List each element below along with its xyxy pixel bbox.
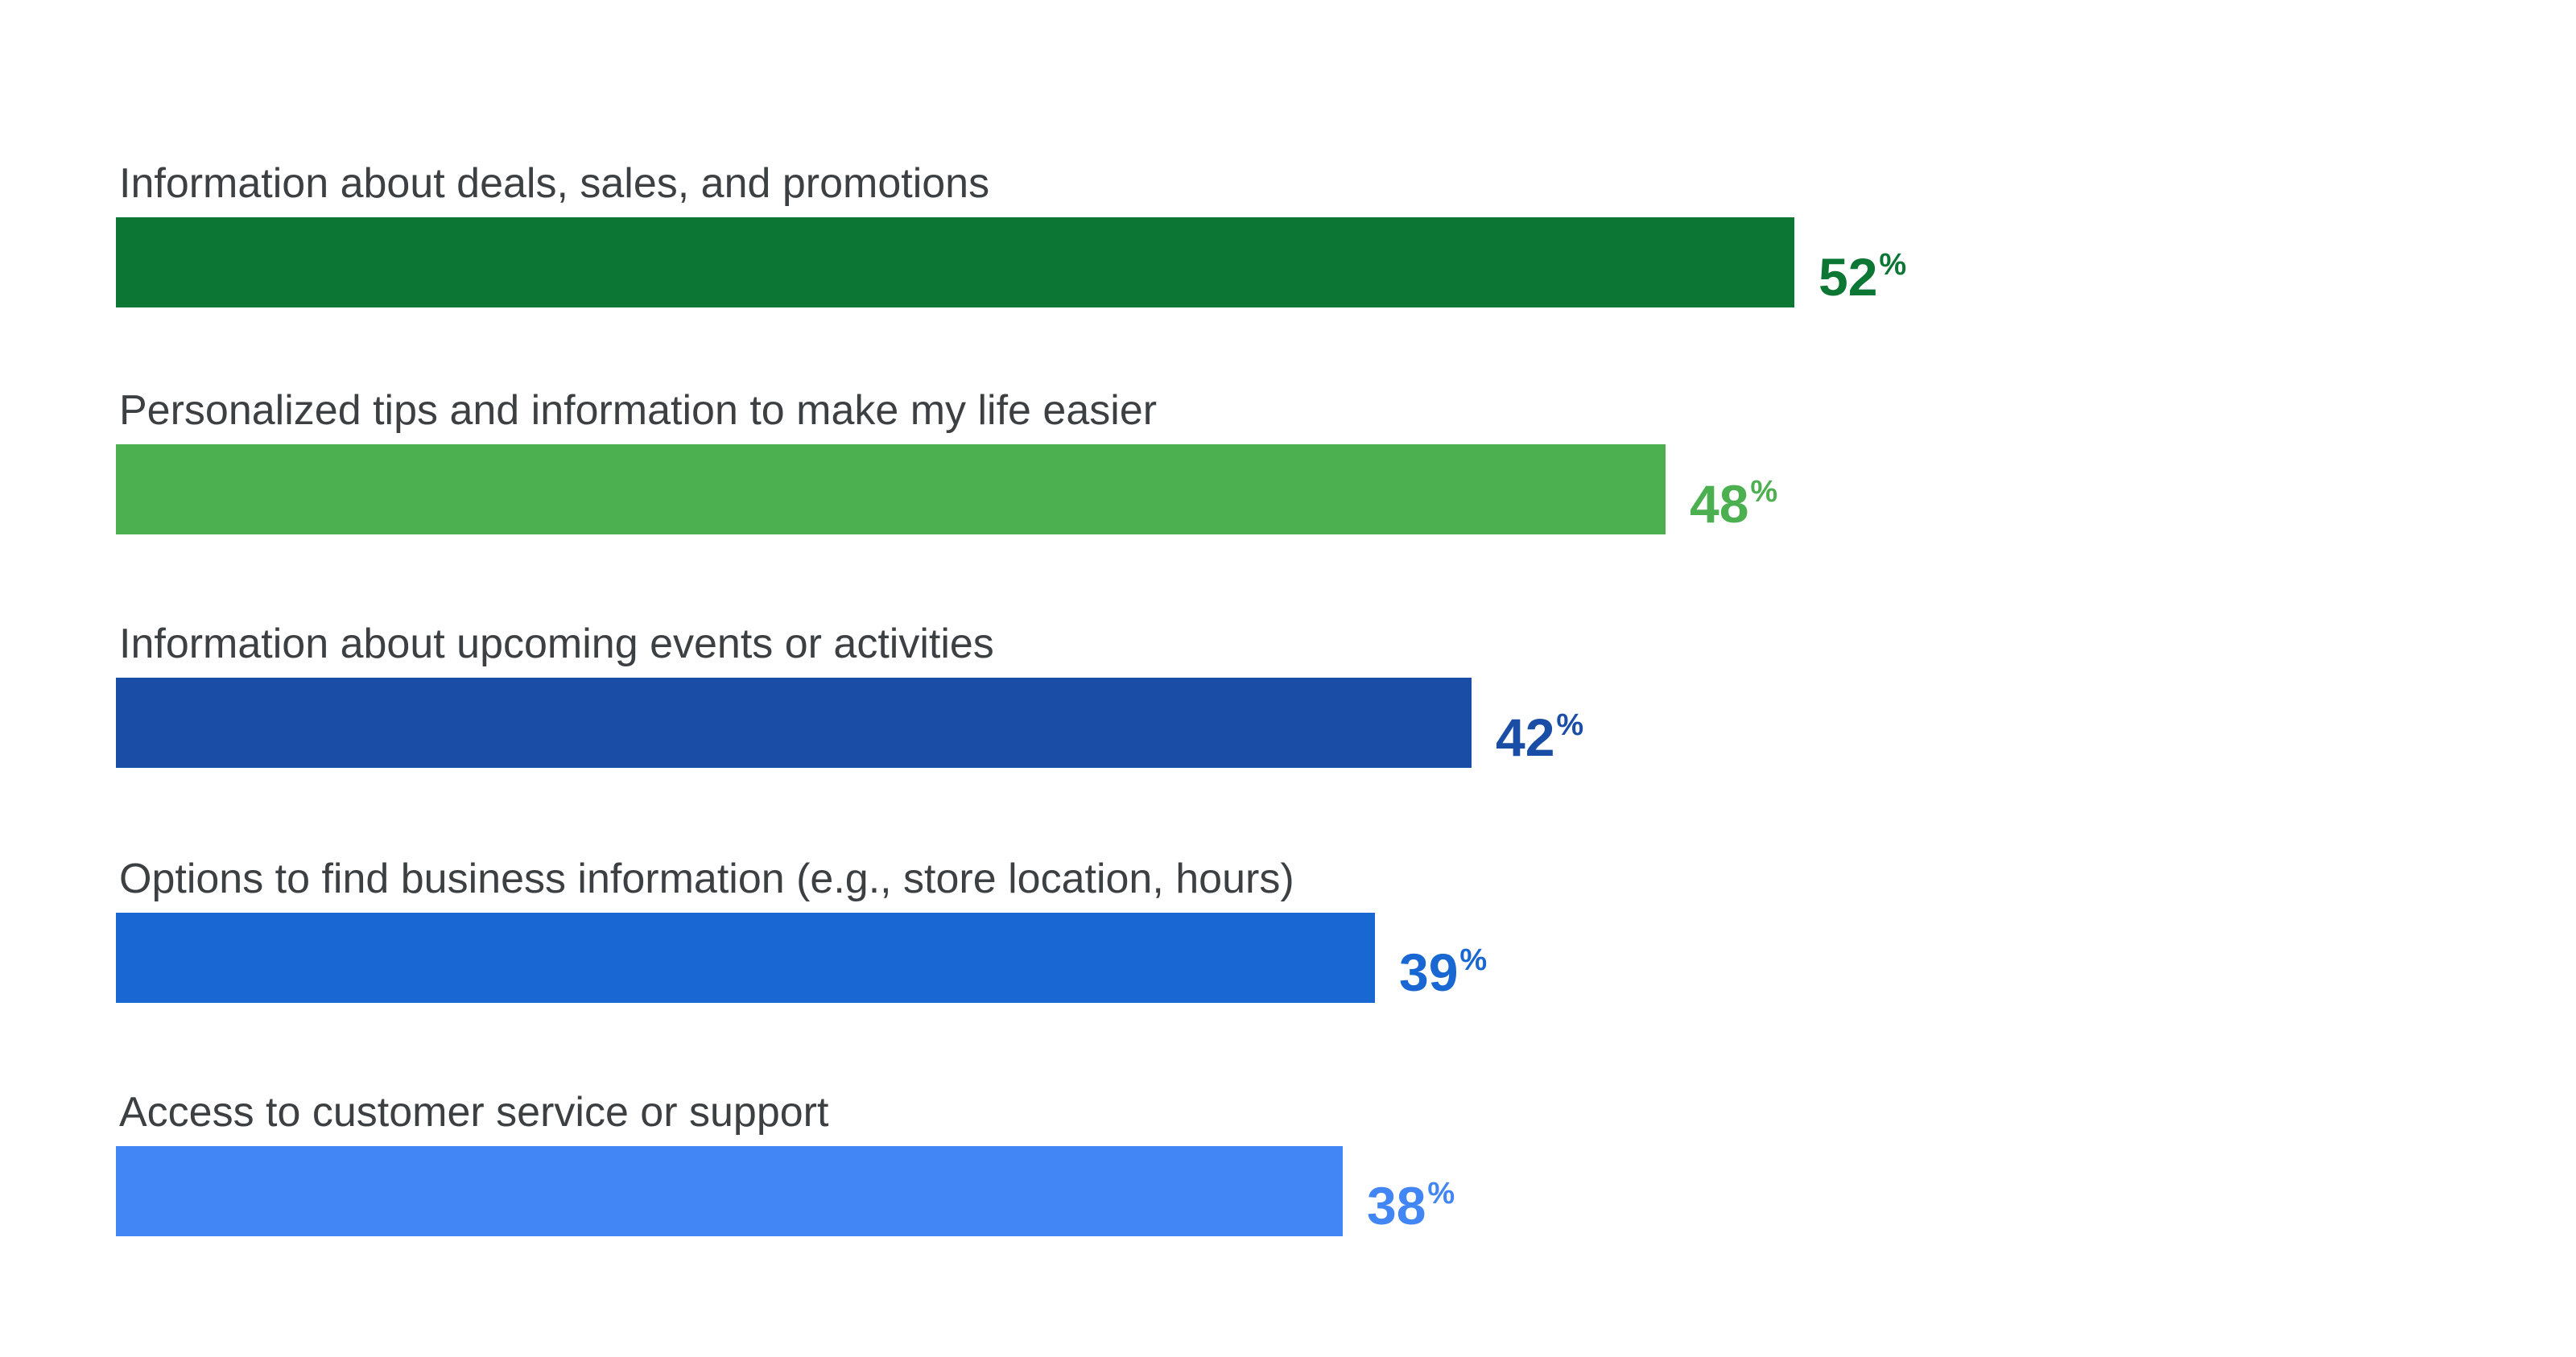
value-number: 39 <box>1399 942 1459 1002</box>
value-unit: % <box>1879 248 1907 282</box>
value-number: 48 <box>1690 474 1749 534</box>
value-label: 48% <box>1690 464 1777 532</box>
bar-row: Information about upcoming events or act… <box>116 620 2450 821</box>
value-number: 52 <box>1818 247 1878 307</box>
value-number: 38 <box>1367 1176 1426 1235</box>
bar-row: Access to customer service or support 38% <box>116 1088 2450 1289</box>
bar <box>116 913 1375 1003</box>
value-unit: % <box>1427 1177 1455 1211</box>
bar-row: Options to find business information (e.… <box>116 855 2450 1056</box>
value-label: 38% <box>1367 1165 1455 1234</box>
category-label: Information about deals, sales, and prom… <box>119 160 990 207</box>
value-label: 52% <box>1818 237 1906 305</box>
value-number: 42 <box>1496 707 1555 767</box>
value-label: 42% <box>1496 697 1583 765</box>
bar <box>116 217 1794 307</box>
value-unit: % <box>1556 708 1584 742</box>
category-label: Information about upcoming events or act… <box>119 621 994 667</box>
category-label: Options to find business information (e.… <box>119 856 1294 902</box>
category-label: Access to customer service or support <box>119 1089 829 1136</box>
category-label: Personalized tips and information to mak… <box>119 387 1158 434</box>
value-label: 39% <box>1399 932 1487 1000</box>
bar-row: Information about deals, sales, and prom… <box>116 159 2450 361</box>
bar-row: Personalized tips and information to mak… <box>116 386 2450 588</box>
value-unit: % <box>1750 475 1778 509</box>
value-unit: % <box>1459 943 1488 977</box>
bar <box>116 444 1666 534</box>
bar <box>116 1146 1343 1236</box>
bar <box>116 678 1472 768</box>
